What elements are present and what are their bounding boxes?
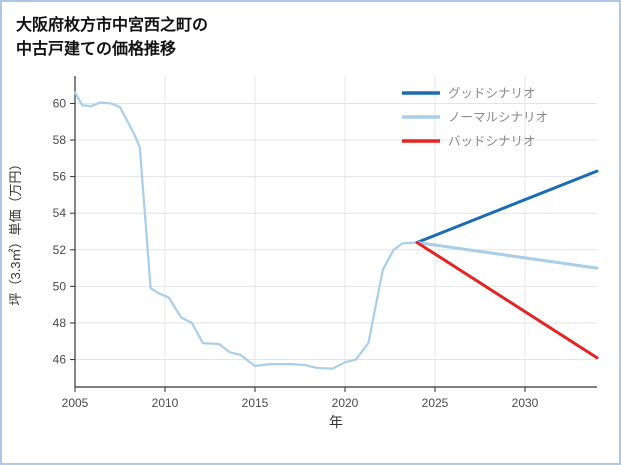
legend-label-normal: ノーマルシナリオ — [448, 111, 548, 125]
page-title: 大阪府枚方市中宮西之町の 中古戸建ての価格推移 — [2, 2, 619, 62]
x-tick-label: 2005 — [62, 396, 89, 410]
page-title-line1: 大阪府枚方市中宮西之町の — [16, 17, 209, 34]
x-axis-label: 年 — [329, 414, 343, 430]
series-line-history — [73, 91, 419, 370]
y-tick-label: 52 — [53, 243, 67, 257]
series-line-bad-scenario — [415, 240, 599, 360]
y-tick-label: 48 — [53, 316, 67, 330]
price-trend-chart: 2005 2010 2015 2020 2025 2030 46 48 50 52 54 56 58 60… — [8, 76, 599, 430]
x-tick-label: 2030 — [512, 396, 539, 410]
legend-label-bad: バッドシナリオ — [448, 135, 536, 149]
page-title-line2: 中古戸建ての価格推移 — [16, 41, 177, 58]
y-axis-label: 坪（3.3㎡）単価（万円） — [8, 157, 23, 305]
y-tick-label: 56 — [53, 170, 67, 184]
x-tick-label: 2025 — [422, 396, 449, 410]
y-tick-label: 60 — [53, 96, 67, 110]
series-line-good-scenario — [415, 169, 599, 244]
y-tick-label: 58 — [53, 133, 67, 147]
legend-label-good: グッドシナリオ — [448, 87, 536, 101]
series-line-normal-scenario — [415, 240, 599, 270]
x-tick-label: 2020 — [332, 396, 359, 410]
x-tick-label: 2015 — [242, 396, 269, 410]
x-tick-label: 2010 — [152, 396, 179, 410]
y-tick-label: 54 — [53, 206, 67, 220]
y-tick-label: 50 — [53, 279, 67, 293]
y-tick-label: 46 — [53, 353, 67, 367]
